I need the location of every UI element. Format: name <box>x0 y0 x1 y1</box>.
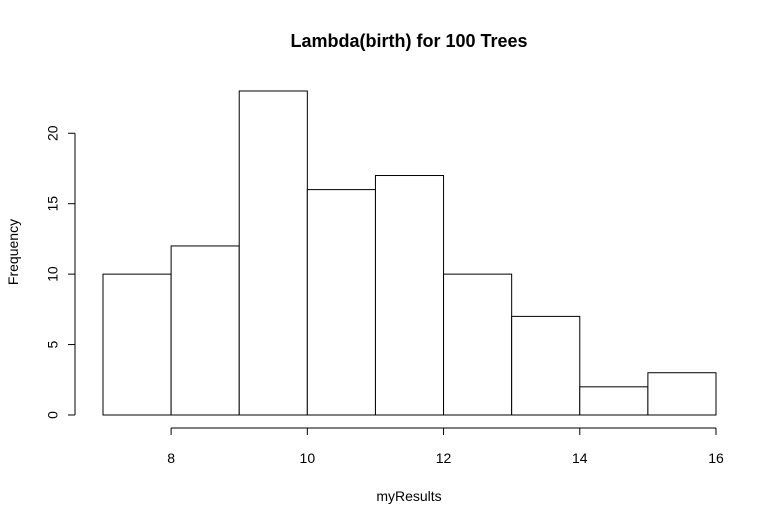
x-tick-label-10: 10 <box>300 450 316 466</box>
x-tick-label-8: 8 <box>167 450 175 466</box>
bars-group <box>102 90 717 416</box>
histogram-bar-9 <box>647 372 717 416</box>
y-tick-label-10: 10 <box>45 266 61 282</box>
y-axis: 0 5 10 15 20 <box>45 125 76 419</box>
histogram-bar-5 <box>374 175 445 416</box>
x-tick-label-12: 12 <box>436 450 452 466</box>
histogram-bar-1 <box>102 273 172 416</box>
x-tick-label-14: 14 <box>572 450 588 466</box>
y-tick-label-0: 0 <box>45 411 61 419</box>
histogram-bar-3 <box>238 90 308 416</box>
histogram-bar-6 <box>443 273 513 416</box>
chart-title: Lambda(birth) for 100 Trees <box>290 31 527 51</box>
x-tick-label-16: 16 <box>708 450 724 466</box>
histogram-bar-4 <box>306 189 376 416</box>
y-tick-label-20: 20 <box>45 125 61 141</box>
histogram-bar-8 <box>579 386 649 416</box>
x-axis: 8 10 12 14 16 <box>167 427 724 466</box>
histogram-bar-2 <box>170 245 240 416</box>
x-axis-label: myResults <box>376 488 441 504</box>
y-axis-label: Frequency <box>5 219 21 285</box>
histogram-bar-7 <box>511 315 581 416</box>
y-tick-label-15: 15 <box>45 196 61 212</box>
y-tick-label-5: 5 <box>45 340 61 348</box>
